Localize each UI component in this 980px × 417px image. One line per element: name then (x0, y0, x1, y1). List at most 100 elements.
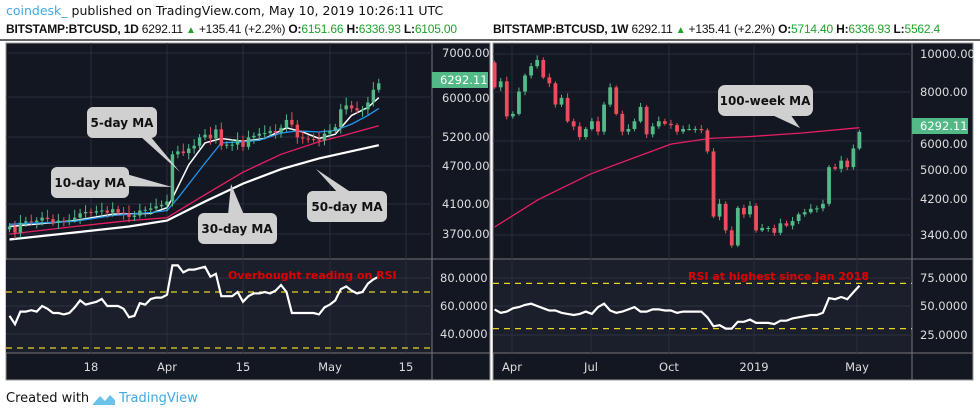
candle-up (328, 130, 332, 134)
price-tick: 4100.00 (442, 197, 490, 211)
right-symbol: BITSTAMP:BTCUSD, 1W (493, 22, 629, 36)
candle-up (693, 128, 698, 130)
price-tick: 3400.00 (920, 228, 968, 242)
candle-up (143, 209, 147, 211)
right-time-axis[interactable]: Apr Jul Oct 2019 May (502, 360, 869, 374)
candle-up (590, 121, 594, 129)
right-price-axis[interactable]: 10000.00 8000.00 6000.00 5000.00 4200.00… (912, 47, 975, 342)
candle-up (100, 210, 104, 212)
low-label: L: (893, 22, 905, 36)
tradingview-link[interactable]: TradingView (119, 391, 198, 406)
candle-down (273, 130, 278, 133)
price-tick: 10000.00 (920, 47, 975, 61)
candle-down (504, 81, 509, 117)
candle-down (89, 211, 93, 213)
candle-up (235, 140, 240, 145)
candle-down (565, 97, 570, 122)
price-tick: 8000.00 (920, 85, 968, 99)
rsi-tick: 75.0000 (920, 271, 968, 285)
candle-up (851, 148, 856, 168)
candle-down (29, 221, 33, 223)
callout-10-day-ma: 10-day MA (51, 167, 172, 198)
candle-down (620, 113, 625, 132)
candle-down (784, 223, 789, 226)
price-tick: 4200.00 (920, 192, 968, 206)
moving-average-line (9, 144, 380, 241)
candle-down (596, 121, 600, 132)
left-panel[interactable]: 7000.00 6000.00 5200.00 4700.00 4100.00 … (5, 42, 491, 381)
candle-up (187, 148, 191, 154)
right-panel[interactable]: 10000.00 8000.00 6000.00 5000.00 4200.00… (492, 42, 975, 381)
left-change: +135.41 (+2.2%) (198, 22, 286, 36)
rsi-tick: 60.0000 (440, 299, 488, 313)
time-tick: 15 (236, 360, 251, 374)
candle-up (808, 208, 813, 213)
left-time-axis[interactable]: 18 Apr 15 May 15 (84, 360, 414, 374)
candle-up (83, 211, 88, 214)
candle-up (735, 207, 740, 246)
time-tick: May (845, 360, 869, 374)
candle-up (510, 113, 515, 117)
candle-down (317, 139, 321, 141)
callout-label: 30-day MA (201, 222, 273, 236)
candle-down (290, 119, 294, 125)
candle-up (176, 151, 180, 155)
right-price-badge (912, 118, 968, 134)
candle-up (78, 213, 82, 218)
candle-up (583, 128, 588, 138)
candle-down (355, 108, 359, 111)
callout-30-day-ma: 30-day MA (198, 184, 277, 244)
candle-down (181, 151, 185, 154)
candle-up (138, 210, 142, 216)
rsi-tick: 25.0000 (920, 328, 968, 342)
candle-down (121, 212, 126, 214)
candle-up (656, 121, 661, 127)
high-label: H: (836, 22, 849, 36)
candle-down (705, 130, 710, 152)
time-tick: May (318, 360, 342, 374)
right-price-badge-text: 6292.11 (920, 119, 968, 133)
rsi-tick: 50.0000 (920, 299, 968, 313)
candle-up (24, 221, 28, 223)
candle-up (760, 227, 765, 231)
time-tick: 15 (399, 360, 414, 374)
callout-100-week-ma: 100-week MA (718, 85, 813, 128)
candle-down (723, 203, 728, 231)
time-tick: Apr (502, 360, 522, 374)
candle-up (230, 144, 234, 146)
candle-up (638, 106, 643, 122)
candle-down (675, 125, 679, 132)
candle-up (333, 127, 338, 131)
right-high: 6336.93 (848, 22, 891, 36)
candle-up (344, 105, 348, 110)
price-tick: 4700.00 (442, 159, 490, 173)
candle-up (40, 217, 44, 221)
candle-up (7, 226, 12, 230)
candle-down (644, 106, 649, 135)
candle-down (699, 128, 704, 131)
price-tick: 6000.00 (920, 137, 968, 151)
candle-down (541, 59, 546, 78)
candle-up (681, 128, 686, 132)
candle-up (529, 66, 534, 76)
candle-up (821, 203, 825, 209)
author-link[interactable]: coindesk_ (6, 3, 68, 18)
candle-down (729, 230, 734, 246)
price-tick: 6000.00 (442, 91, 490, 105)
left-symbol-info: BITSTAMP:BTCUSD, 1D 6292.11 ▲ +135.41 (+… (6, 22, 490, 36)
candle-up (246, 137, 251, 147)
candle-up (94, 211, 99, 213)
left-price-badge (432, 72, 488, 88)
publish-info: published on TradingView.com, May 10, 20… (71, 3, 444, 18)
candle-up (111, 209, 115, 213)
left-last: 6292.11 (141, 22, 183, 36)
candle-up (279, 127, 283, 133)
candle-up (839, 160, 844, 169)
left-price-badge-text: 6292.11 (440, 73, 488, 87)
left-price-axis[interactable]: 7000.00 6000.00 5200.00 4700.00 4100.00 … (432, 46, 490, 341)
candle-down (116, 209, 120, 213)
callout-label: 10-day MA (54, 176, 126, 190)
candle-down (306, 138, 310, 140)
moving-average-line (9, 125, 379, 235)
